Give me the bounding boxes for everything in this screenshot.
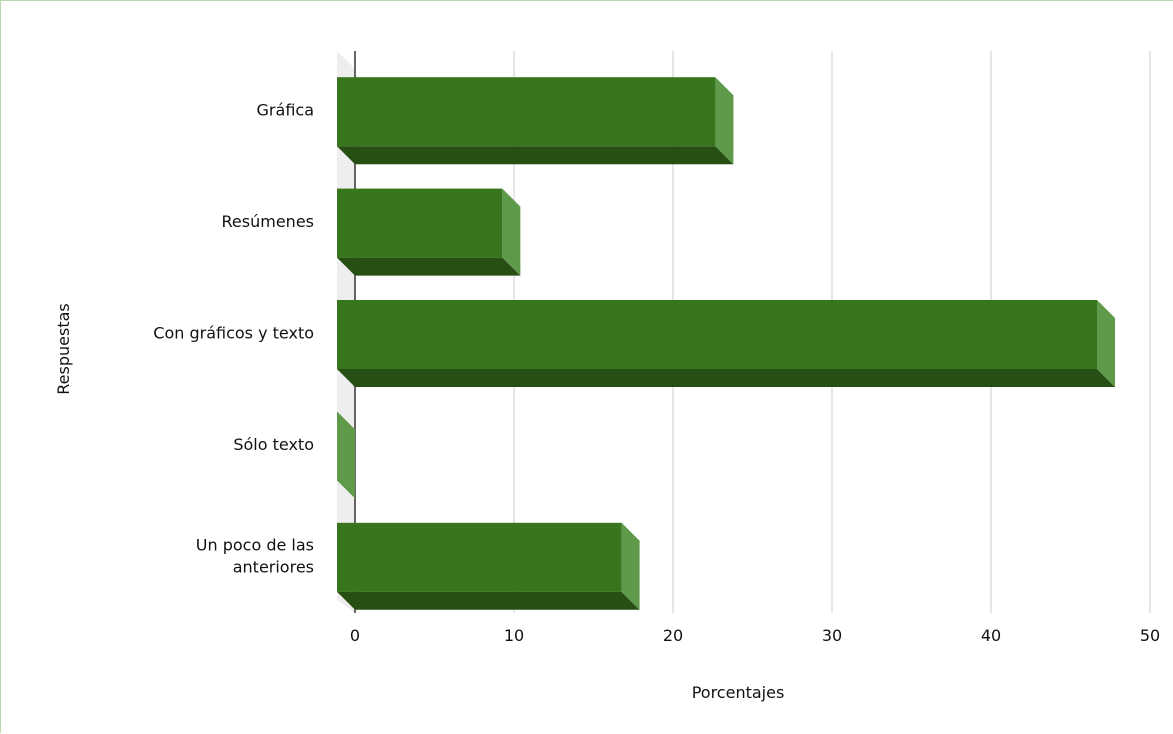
bar-front [337, 77, 716, 147]
category-label: Con gráficos y texto [153, 324, 314, 343]
category-label: Un poco de las anteriores [196, 535, 314, 576]
x-tick-label: 10 [504, 626, 524, 645]
y-axis-categories: Gráfica Resúmenes Con gráficos y texto Sólo… [153, 101, 314, 577]
bar-bottom [337, 146, 734, 165]
x-axis-ticks: 0 10 20 30 40 50 [350, 626, 1160, 645]
bar [337, 300, 1116, 387]
category-label-line: Resúmenes [222, 212, 314, 231]
category-label: Resúmenes [222, 212, 314, 231]
bar-end [337, 411, 355, 499]
bar [337, 77, 734, 165]
bar-front [337, 300, 1098, 369]
x-tick-label: 40 [981, 626, 1001, 645]
x-tick-label: 30 [822, 626, 842, 645]
x-tick-label: 50 [1140, 626, 1160, 645]
bar-front [337, 188, 503, 258]
category-label-line: Con gráficos y texto [153, 324, 314, 343]
bars [337, 77, 1116, 610]
x-axis-title: Porcentajes [692, 683, 785, 702]
x-tick-label: 0 [350, 626, 360, 645]
category-label-line: Un poco de las [196, 535, 314, 554]
bar-front [337, 522, 622, 592]
category-label-line: Gráfica [257, 101, 314, 120]
x-tick-label: 20 [663, 626, 683, 645]
bar-bottom [337, 591, 640, 610]
bar [337, 522, 640, 610]
bar-bottom [337, 257, 521, 276]
bar-bottom [337, 369, 1116, 387]
bar-end [1097, 300, 1116, 387]
category-label-line: anteriores [233, 557, 314, 576]
bar-end [715, 77, 734, 165]
category-label: Gráfica [257, 101, 314, 120]
bar [337, 411, 355, 499]
bar-end [621, 522, 640, 610]
category-label-line: Sólo texto [233, 435, 314, 454]
bar [337, 188, 521, 276]
category-label: Sólo texto [233, 435, 314, 454]
bar-end [502, 188, 521, 276]
y-axis-title: Respuestas [54, 303, 73, 394]
